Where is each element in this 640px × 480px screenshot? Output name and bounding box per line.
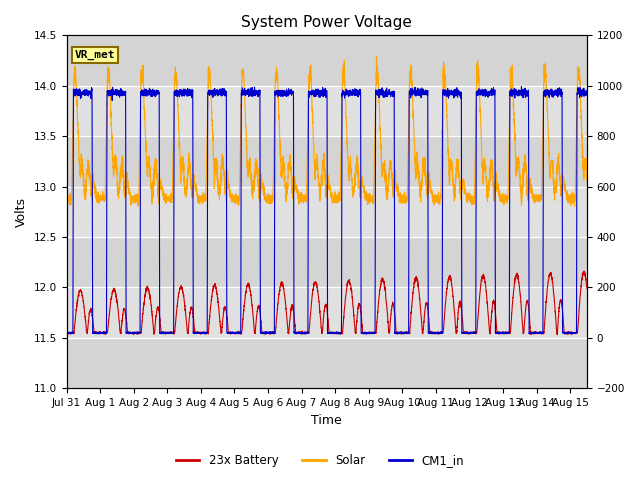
Bar xyxy=(67,187,587,237)
Bar xyxy=(67,237,587,288)
Bar xyxy=(67,86,587,136)
X-axis label: Time: Time xyxy=(311,414,342,427)
Bar xyxy=(67,288,587,338)
Bar xyxy=(67,338,587,388)
Y-axis label: Volts: Volts xyxy=(15,197,28,227)
Bar xyxy=(67,136,587,187)
Bar xyxy=(67,36,587,86)
Legend: 23x Battery, Solar, CM1_in: 23x Battery, Solar, CM1_in xyxy=(171,449,469,472)
Text: VR_met: VR_met xyxy=(74,50,115,60)
Title: System Power Voltage: System Power Voltage xyxy=(241,15,412,30)
